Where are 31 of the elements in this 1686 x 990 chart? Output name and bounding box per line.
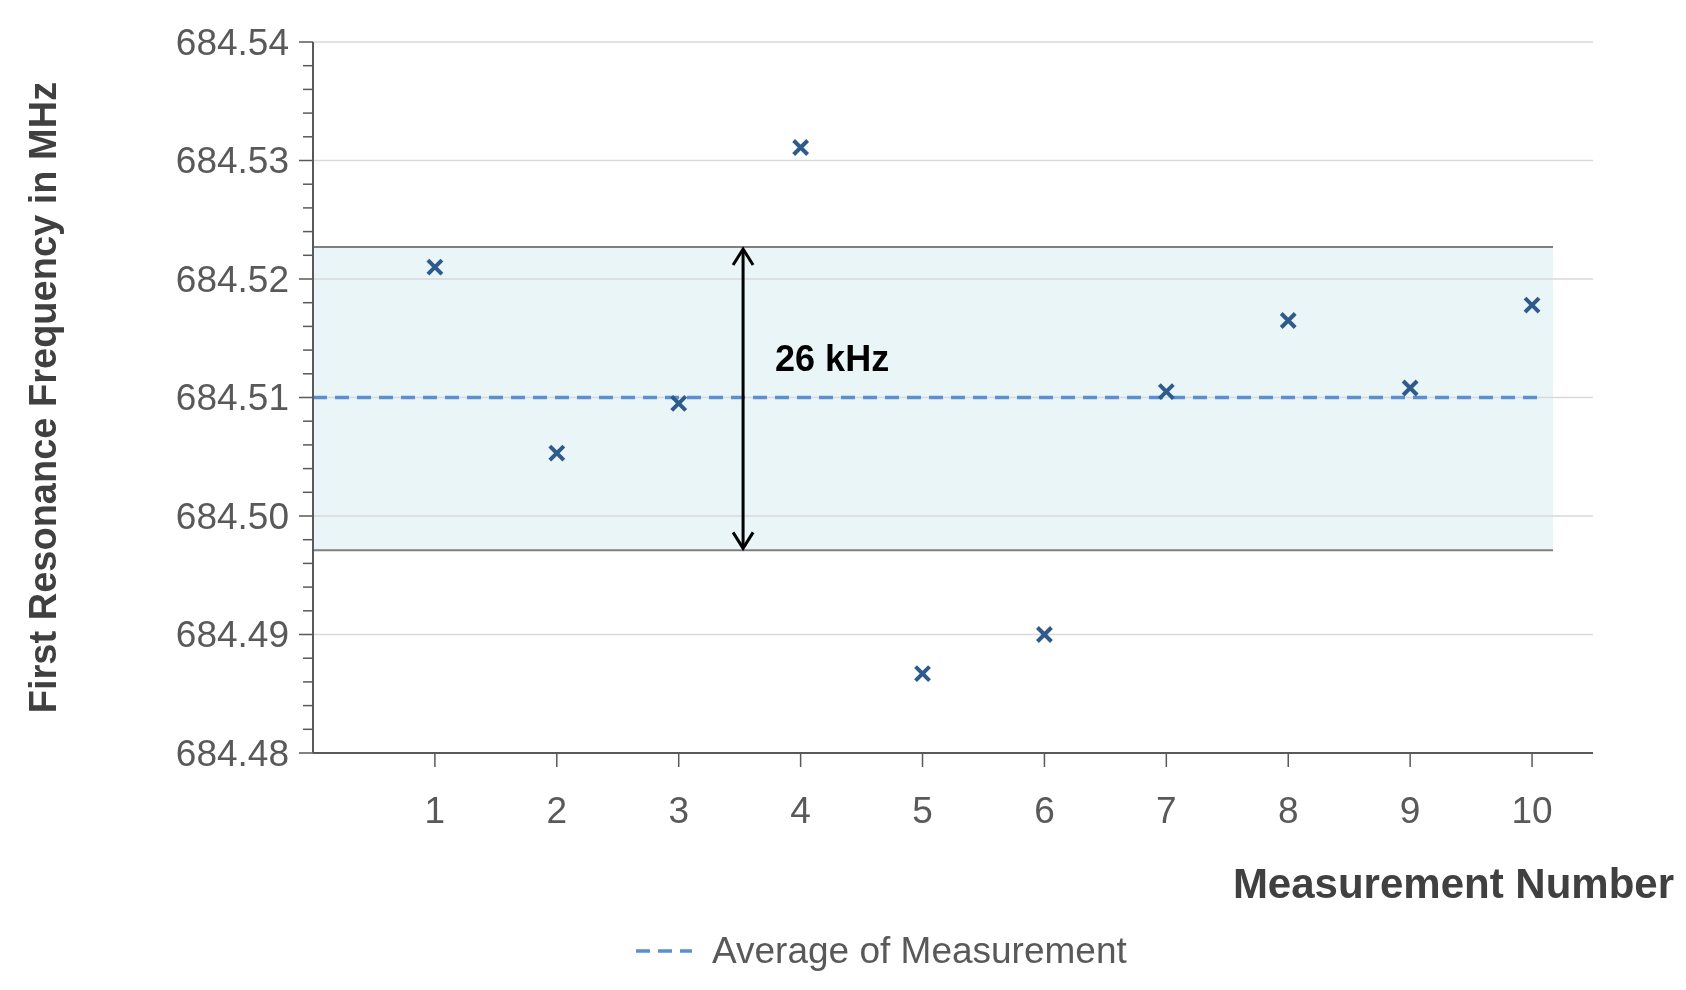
annotation: 26 kHz — [775, 338, 890, 380]
point — [669, 394, 688, 413]
point — [1401, 379, 1420, 398]
x-tick-label: 7 — [1156, 790, 1177, 831]
point — [547, 444, 566, 463]
y-tick-label: 684.51 — [175, 377, 289, 419]
y-tick-label: 684.54 — [175, 21, 289, 63]
point — [1035, 625, 1054, 644]
x-tick-label: 4 — [790, 790, 811, 831]
x-tick-label: 2 — [546, 790, 568, 831]
x-tick-label: 6 — [1034, 790, 1055, 831]
point — [1279, 311, 1298, 330]
point — [1523, 296, 1542, 315]
y-tick-label: 684.49 — [175, 614, 289, 656]
x-tick-label: 3 — [668, 790, 689, 831]
x-axis-title: Measurement Number — [1232, 860, 1674, 907]
point — [791, 138, 810, 157]
y-tick-label: 684.53 — [175, 140, 289, 182]
point — [1157, 382, 1176, 401]
x-tick-label: 10 — [1511, 790, 1553, 831]
x-tick-label: 9 — [1399, 790, 1421, 831]
y-tick-label: 684.48 — [175, 732, 289, 774]
y-tick-label: 684.52 — [175, 258, 289, 300]
point — [425, 258, 444, 277]
y-axis-title: First Resonance Frequency in MHz — [22, 81, 64, 714]
point — [913, 664, 932, 683]
y-tick-label: 684.50 — [175, 495, 289, 537]
x-tick-label: 8 — [1277, 790, 1299, 831]
x-tick-label: 5 — [912, 790, 933, 831]
x-tick-label: 1 — [424, 790, 446, 831]
legend-label: Average of Measurement — [712, 930, 1128, 971]
